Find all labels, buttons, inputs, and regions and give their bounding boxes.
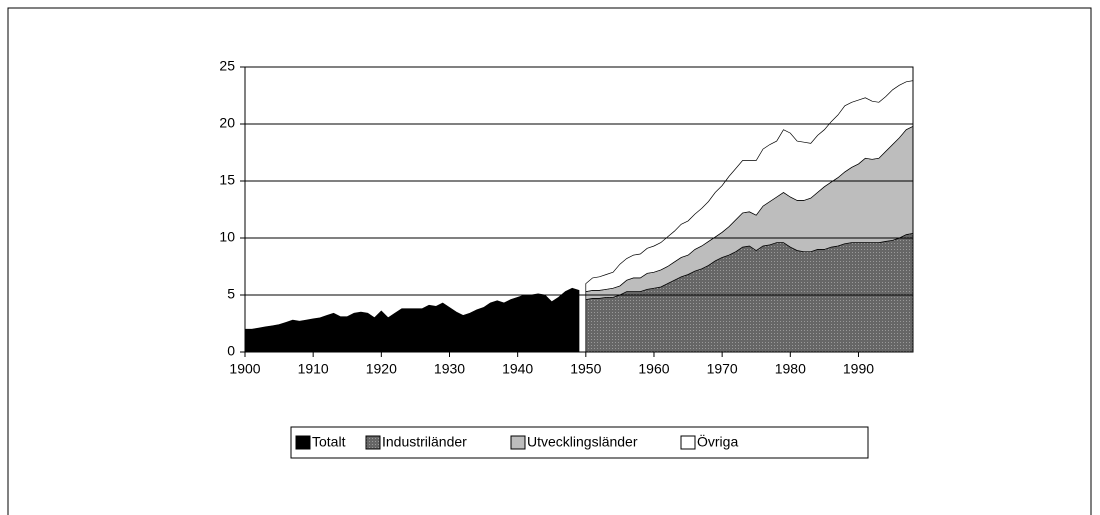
- x-tick-label: 1960: [638, 361, 669, 377]
- x-tick-label: 1980: [775, 361, 806, 377]
- legend-swatch: [365, 435, 381, 450]
- y-tick-label: 15: [219, 172, 235, 188]
- x-tick-label: 1900: [229, 361, 260, 377]
- legend-label: Totalt: [312, 434, 346, 450]
- y-tick-label: 0: [227, 343, 235, 359]
- plot-border: [244, 66, 914, 353]
- area: [585, 232, 914, 353]
- y-tick-label: 5: [227, 286, 235, 302]
- legend-swatch: [295, 435, 311, 450]
- x-tick-label: 1930: [434, 361, 465, 377]
- x-tick-label: 1940: [502, 361, 533, 377]
- x-tick-label: 1920: [366, 361, 397, 377]
- legend-label: Utvecklingsländer: [527, 434, 638, 450]
- x-tick-label: 1950: [570, 361, 601, 377]
- area: [244, 287, 580, 353]
- legend-label: Övriga: [697, 433, 738, 450]
- y-tick-label: 10: [219, 229, 235, 245]
- legend-swatch: [510, 435, 526, 450]
- legend-box: [290, 426, 869, 459]
- y-tick-label: 20: [219, 115, 235, 131]
- x-tick-label: 1990: [843, 361, 874, 377]
- legend-swatch: [680, 435, 696, 450]
- x-tick-label: 1970: [707, 361, 738, 377]
- y-tick-label: 25: [219, 58, 235, 74]
- frame: [7, 7, 1092, 515]
- x-tick-label: 1910: [298, 361, 329, 377]
- legend-label: Industriländer: [382, 434, 467, 450]
